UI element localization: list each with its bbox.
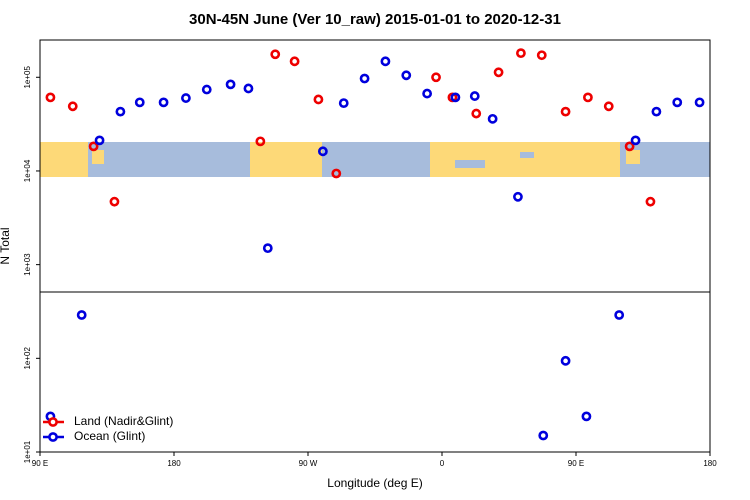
point: [45, 92, 56, 103]
legend-marker: [48, 417, 58, 427]
point: [603, 101, 614, 112]
point: [538, 430, 549, 441]
point: [181, 93, 191, 103]
y-tick-label: 1e+05: [23, 65, 32, 88]
point: [255, 136, 266, 147]
point: [313, 94, 324, 105]
y-axis-label: N Total: [0, 227, 12, 264]
point: [67, 101, 78, 112]
point: [380, 56, 391, 67]
x-tick-label: 0: [440, 459, 445, 468]
point: [262, 243, 273, 254]
point: [493, 67, 504, 78]
point: [560, 355, 571, 366]
point: [317, 146, 328, 157]
point: [471, 108, 482, 119]
point: [630, 135, 641, 146]
point: [201, 84, 212, 95]
point: [158, 97, 169, 108]
point: [614, 310, 625, 320]
point: [289, 56, 300, 67]
point: [513, 191, 523, 202]
legend-label: Ocean (Glint): [74, 429, 145, 443]
point: [516, 48, 526, 59]
point: [94, 135, 105, 146]
point: [450, 92, 461, 103]
point: [672, 97, 683, 108]
y-tick-label: 1e+01: [23, 440, 32, 463]
point: [469, 91, 480, 101]
point: [243, 83, 254, 94]
x-tick-label: 180: [703, 459, 717, 468]
point: [115, 106, 126, 117]
point: [487, 113, 498, 124]
point: [581, 411, 592, 422]
point: [225, 79, 236, 90]
point: [583, 92, 593, 103]
y-tick-label: 1e+04: [23, 159, 32, 182]
x-tick-label: 180: [167, 459, 181, 468]
point: [431, 72, 441, 83]
x-tick-label: 90 E: [568, 459, 584, 468]
legend-label: Land (Nadir&Glint): [74, 414, 173, 428]
x-tick-label: 90 E: [32, 459, 48, 468]
x-axis-label: Longitude (deg E): [327, 476, 422, 490]
plot-frame: [39, 39, 711, 453]
y-tick-label: 1e+03: [23, 253, 32, 276]
legend-marker: [48, 432, 58, 442]
point: [331, 168, 342, 179]
y-tick-label: 1e+02: [23, 347, 32, 370]
point: [401, 70, 412, 81]
point: [134, 97, 145, 108]
point: [560, 106, 571, 117]
map-band: [40, 142, 710, 177]
point: [422, 88, 433, 99]
point: [359, 73, 370, 84]
chart-title: 30N-45N June (Ver 10_raw) 2015-01-01 to …: [189, 11, 561, 28]
point: [694, 97, 705, 108]
point: [651, 106, 662, 117]
x-tick-label: 90 W: [299, 459, 318, 468]
point: [88, 141, 99, 152]
point: [624, 141, 635, 152]
point: [645, 196, 656, 207]
point: [338, 98, 349, 109]
point: [109, 196, 120, 207]
point: [536, 50, 547, 61]
point: [76, 310, 87, 320]
point: [270, 49, 281, 60]
